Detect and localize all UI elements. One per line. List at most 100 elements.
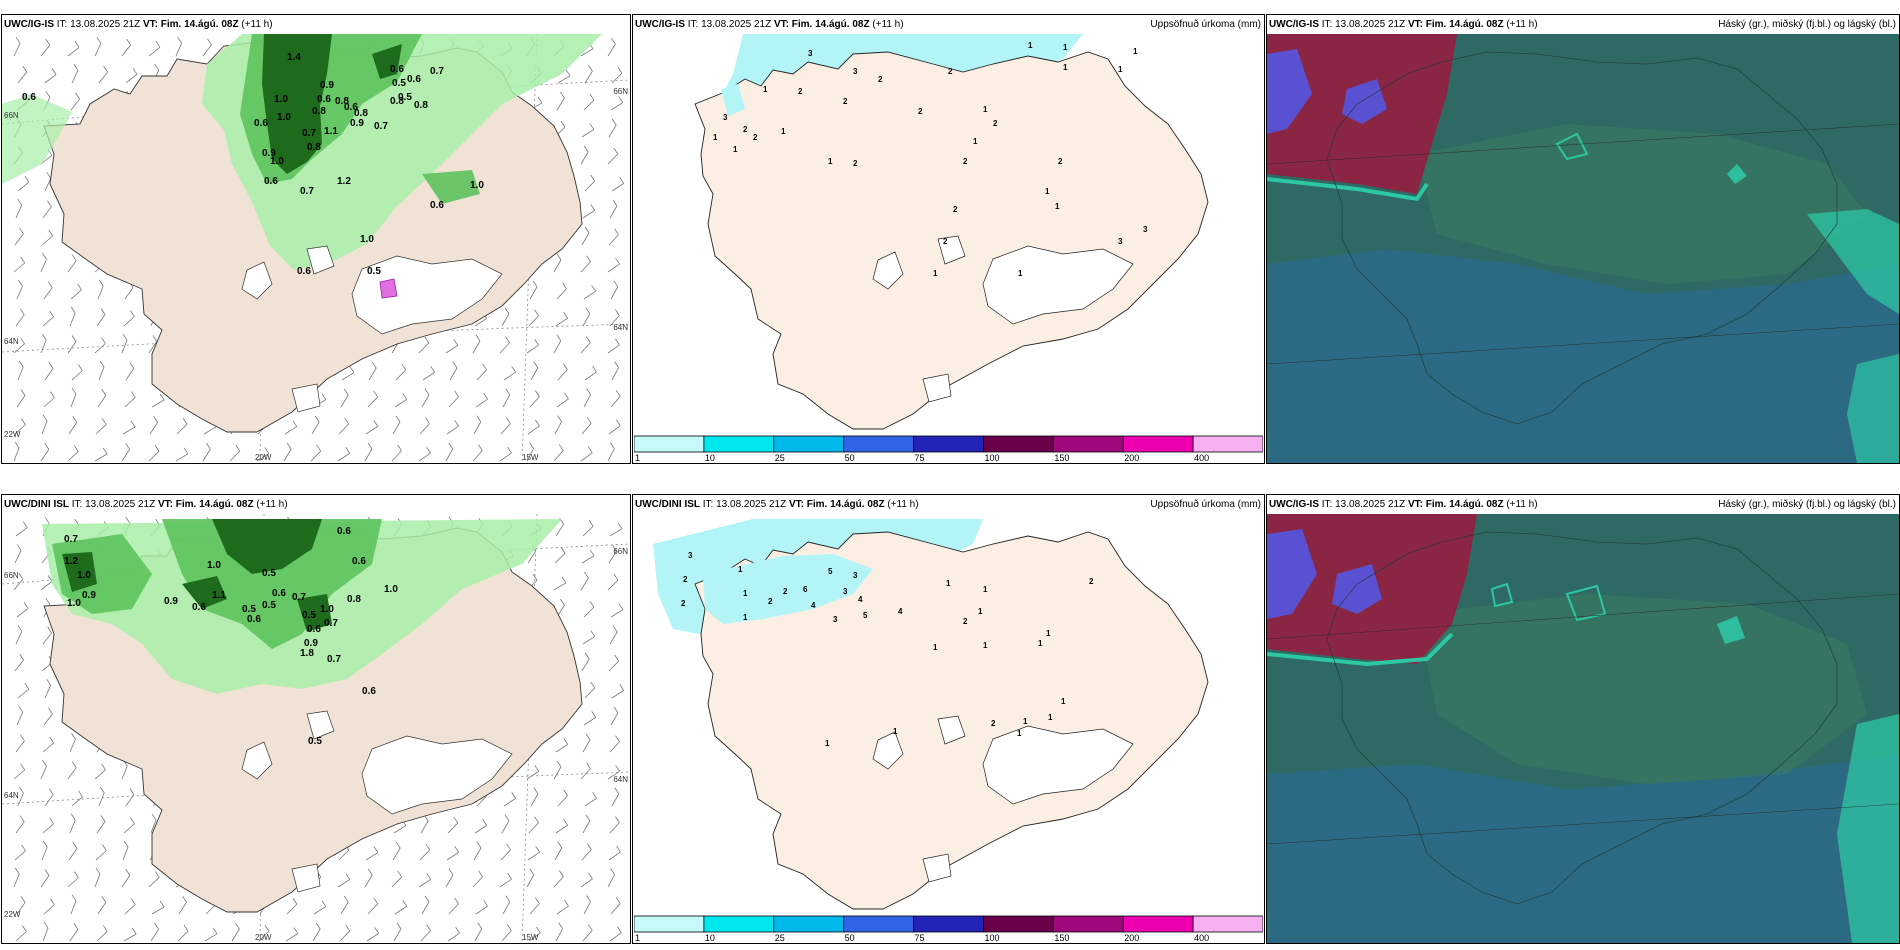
wind-barb-flag (584, 571, 589, 579)
wind-barb (608, 124, 617, 138)
colorbar-bin (1192, 915, 1263, 933)
wind-barb (611, 793, 620, 807)
wind-barb (555, 928, 563, 942)
wind-barb-flag (511, 365, 516, 373)
wind-barb-flag (535, 897, 540, 904)
wind-barb-flag (102, 844, 107, 851)
colorbar-bins: 1 10 25 50 75 100 150 200 400 (634, 915, 1263, 943)
wind-barb-flag (614, 228, 619, 235)
wind-barb-flag (615, 897, 621, 904)
lat-label-66n-right: 66N (613, 87, 628, 96)
map-area[interactable]: 0.7 1.2 1.0 0.9 1.0 0.9 0.6 1.0 0.5 0.6 0.7 0.8 1.0 0… (2, 514, 630, 943)
wind-barb-flag (563, 789, 568, 796)
wind-barb (501, 313, 510, 327)
wind-barb (422, 372, 435, 381)
wind-barb (499, 878, 512, 888)
wind-barb (15, 314, 25, 327)
precip-colorbar: 1 10 25 50 75 100 150 200 400 (634, 435, 1263, 463)
map-panel-wind-precip-dini[interactable]: UWC/DINI ISL IT: 13.08.2025 21Z VT: Fim.… (1, 494, 631, 944)
panel-header: UWC/IG-IS IT: 13.08.2025 21Z VT: Fim. 14… (1267, 15, 1899, 34)
wind-barb-flag (19, 815, 25, 822)
map-panel-cloud-cover-ig[interactable]: UWC/IG-IS IT: 13.08.2025 21Z VT: Fim. 14… (1266, 14, 1900, 464)
wind-barb-flag (613, 280, 619, 287)
wind-barb (527, 425, 540, 435)
wind-barb-flag (534, 338, 539, 346)
wind-barb-flag (424, 388, 430, 396)
wind-barb-flag (44, 869, 50, 876)
wind-barb (607, 579, 619, 591)
wind-barb-flag (591, 284, 596, 292)
lat-label-66n: 66N (4, 571, 19, 580)
wind-barb (285, 933, 299, 942)
wind-barb (340, 901, 349, 915)
wind-barb (580, 452, 593, 462)
wind-barb (69, 929, 79, 942)
wind-barb-flag (395, 841, 401, 849)
precip-value-label: 1 (1045, 187, 1050, 196)
wind-barb-flag (529, 442, 534, 449)
model-name: UWC/IG-IS (4, 19, 54, 30)
wind-barb-flag (14, 867, 20, 875)
wind-barb (607, 153, 619, 165)
colorbar-tick-label: 50 (845, 933, 855, 943)
wind-barb-flag (614, 654, 620, 662)
wind-barb-flag (78, 790, 83, 798)
map-panel-wind-precip-ig[interactable]: UWC/IG-IS IT: 13.08.2025 21Z VT: Fim. 14… (1, 14, 631, 464)
wind-barb (40, 875, 50, 888)
wind-barb-flag (453, 816, 459, 824)
panel-header: UWC/IG-IS IT: 13.08.2025 21Z VT: Fim. 14… (2, 15, 630, 34)
wind-barb (447, 932, 460, 942)
cloud-cover-map (1267, 34, 1899, 463)
wind-barb-flag (321, 900, 327, 907)
precip-value-label: 3 (808, 49, 813, 58)
wind-barb (148, 46, 161, 57)
wind-barb-flag (588, 520, 594, 527)
wind-barb-flag (533, 787, 539, 795)
wind-barb-flag (506, 843, 511, 850)
wind-barb-flag (587, 843, 592, 850)
colorbar-bin (634, 435, 705, 453)
map-panel-accumulated-precip-dini[interactable]: UWC/DINI ISL IT: 13.08.2025 21Z VT: Fim.… (632, 494, 1265, 944)
precip-value-label: 5 (863, 611, 868, 620)
precip-value-label: 2 (943, 237, 948, 246)
map-area[interactable]: 0.6 1.4 0.9 0.6 0.7 1.0 0.6 0.5 0.8 0.6 0.8 0.8 0.8 0… (2, 34, 630, 463)
wind-barb-flag (401, 363, 407, 371)
wind-barb (611, 690, 624, 699)
wind-barb (580, 261, 591, 273)
wind-barb-flag (20, 337, 25, 345)
map-area[interactable] (1267, 34, 1899, 463)
wind-barb-flag (264, 447, 270, 454)
wind-barb-flag (587, 924, 593, 931)
wind-barb (393, 928, 402, 942)
precip-value-label: 1 (1063, 43, 1068, 52)
wind-barb (418, 452, 431, 462)
lon-label-20w: 20W (255, 933, 272, 942)
map-panel-cloud-cover-dini[interactable]: UWC/IG-IS IT: 13.08.2025 21Z VT: Fim. 14… (1266, 494, 1900, 944)
precip-value-label: 1 (983, 105, 988, 114)
wind-barb (17, 181, 30, 192)
wind-barb-flag (426, 924, 431, 931)
map-area[interactable] (1267, 514, 1899, 943)
wind-barb-flag (343, 388, 349, 396)
wind-barb-flag (182, 896, 187, 903)
precip-value-label: 2 (1058, 157, 1063, 166)
wind-barb (582, 930, 593, 942)
wind-barb-flag (126, 38, 131, 46)
wind-barb (584, 70, 593, 84)
wind-barb (526, 344, 539, 354)
map-panel-accumulated-precip-ig[interactable]: UWC/IG-IS IT: 13.08.2025 21Z VT: Fim. 14… (632, 14, 1265, 464)
wind-barb-flag (565, 69, 571, 77)
model-name: UWC/DINI ISL (635, 499, 700, 510)
wind-barb-flag (49, 817, 54, 825)
wind-barb-flag (235, 922, 240, 930)
wind-barb-flag (321, 393, 327, 400)
wind-barb (419, 423, 430, 435)
lon-label-22w: 22W (4, 910, 21, 919)
wind-barb (610, 712, 619, 726)
wind-barb-flag (155, 40, 161, 48)
precip-value-label: 0.5 (242, 604, 256, 615)
wind-barb-flag (505, 388, 511, 395)
